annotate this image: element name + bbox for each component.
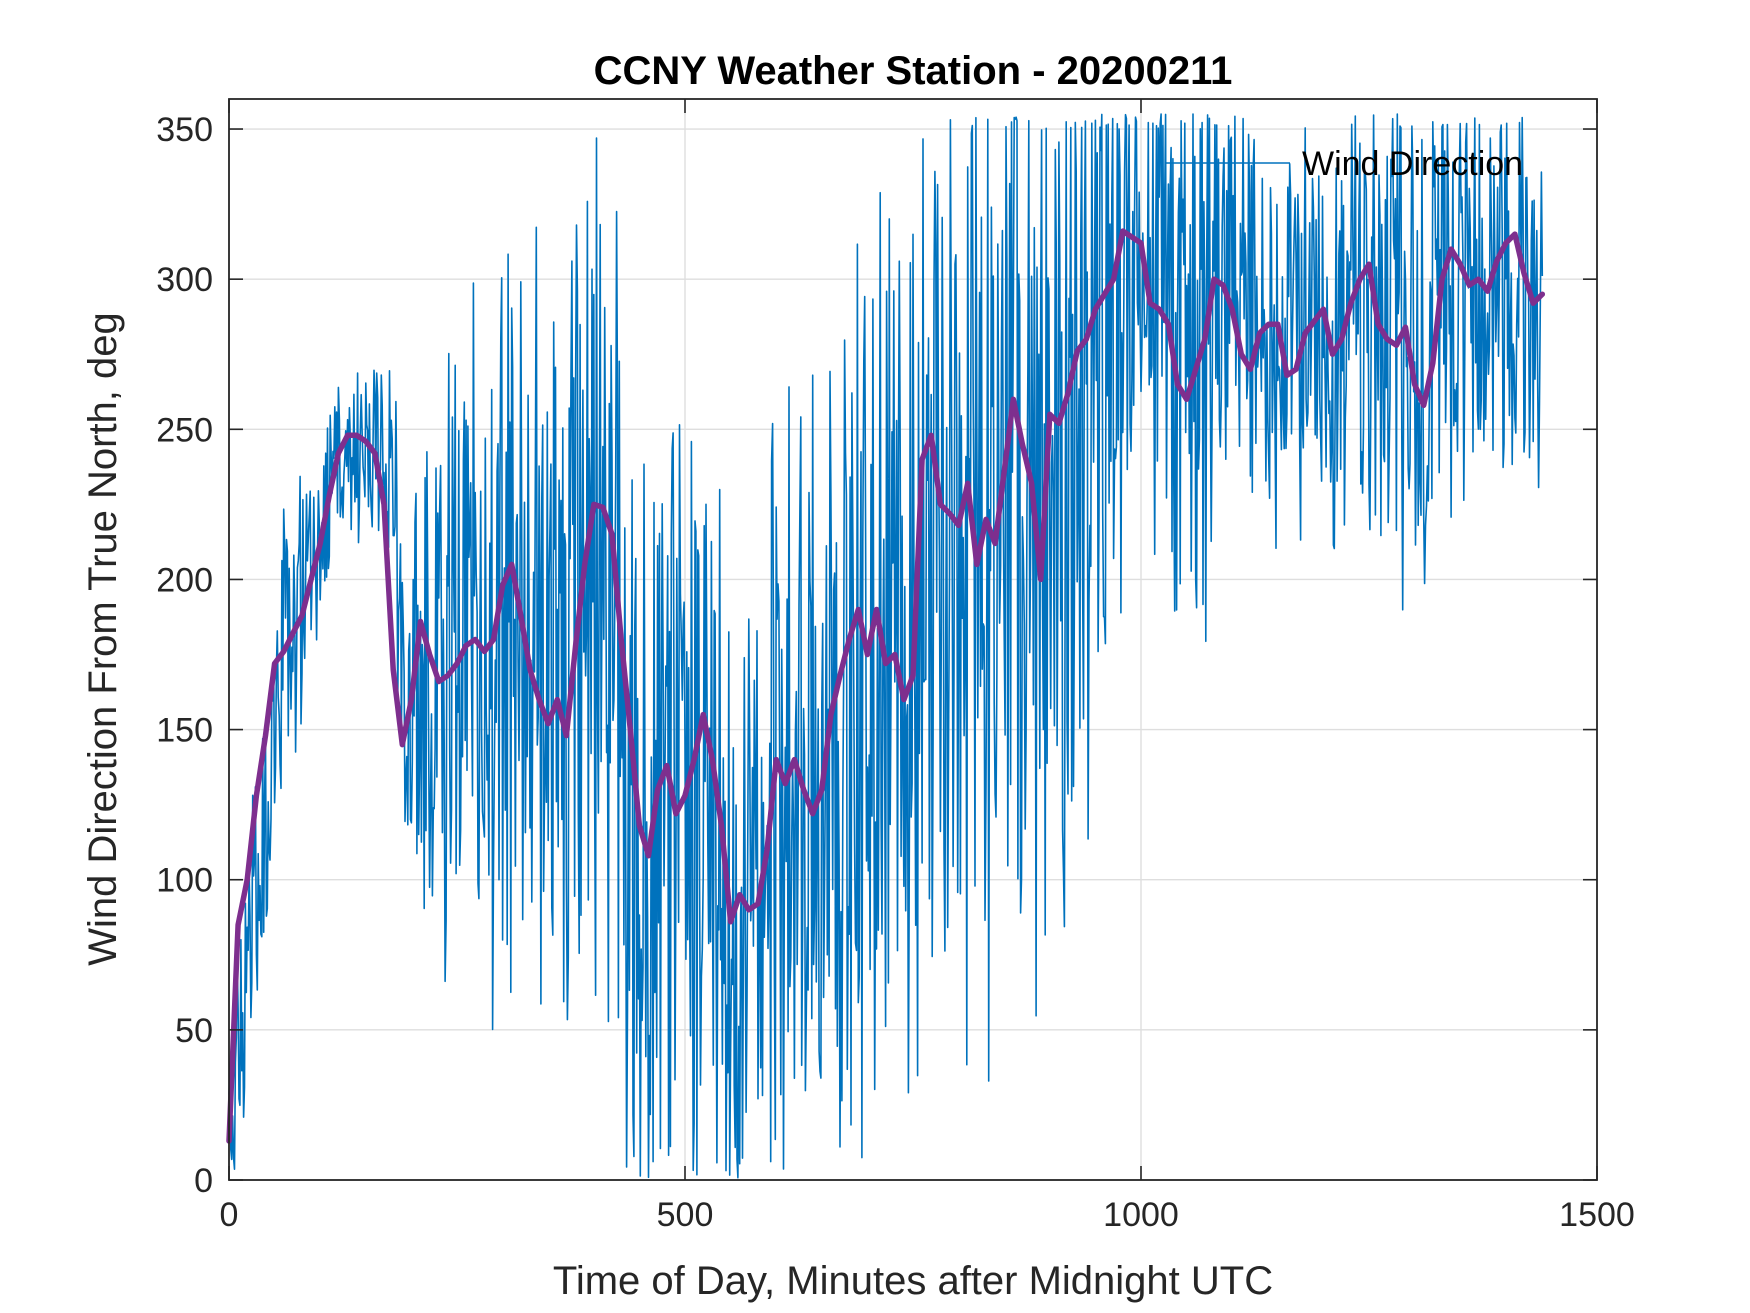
x-tick-label: 1000 — [1103, 1196, 1179, 1234]
y-axis-label: Wind Direction From True North, deg — [81, 312, 125, 966]
y-tick-label: 350 — [156, 111, 213, 149]
legend: Wind Direction — [1166, 145, 1523, 183]
y-tick-label: 200 — [156, 561, 213, 599]
y-tick-label: 0 — [194, 1162, 213, 1200]
y-tick-label: 100 — [156, 862, 213, 900]
legend-label-wind-direction: Wind Direction — [1302, 145, 1523, 183]
x-tick-label: 500 — [657, 1196, 714, 1234]
x-tick-label: 1500 — [1559, 1196, 1635, 1234]
y-tick-label: 50 — [175, 1012, 213, 1050]
axis-ticks: 0 50 100 150 200 250 300 350 0 500 1000 1500 — [156, 99, 1635, 1234]
y-tick-label: 300 — [156, 261, 213, 299]
series-line-smoothed — [226, 228, 1546, 1144]
y-tick-label: 150 — [156, 712, 213, 750]
x-axis-label: Time of Day, Minutes after Midnight UTC — [553, 1259, 1273, 1303]
x-tick-label: 0 — [220, 1196, 239, 1234]
series-line-wind-direction — [228, 113, 1544, 1179]
axes-box — [228, 98, 1598, 1181]
y-tick-label: 250 — [156, 411, 213, 449]
data-series — [226, 113, 1546, 1179]
chart-title: CCNY Weather Station - 20200211 — [594, 49, 1233, 93]
